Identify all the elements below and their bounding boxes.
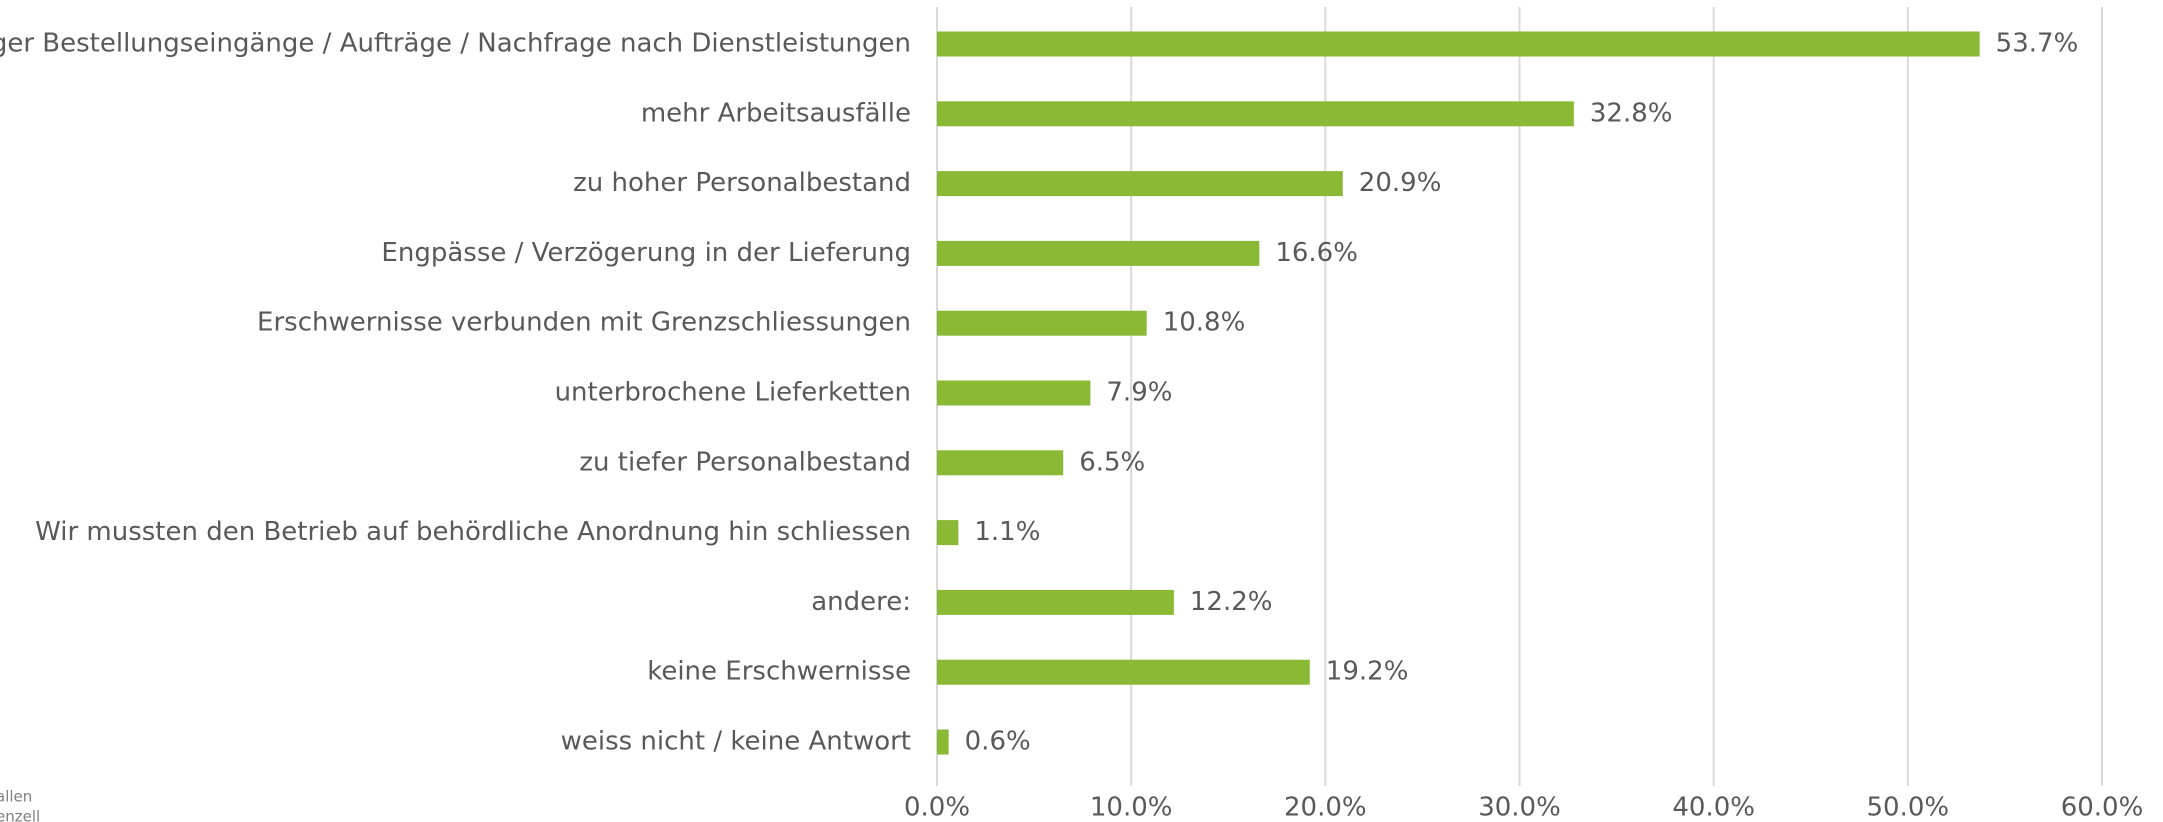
x-tick-label: 60.0% (2061, 793, 2144, 822)
category-label: mehr Arbeitsausfälle (641, 98, 911, 128)
value-label: 19.2% (1326, 657, 1409, 687)
x-tick-label: 10.0% (1090, 793, 1173, 822)
bar (937, 520, 959, 546)
bar (937, 240, 1260, 266)
x-tick-label: 40.0% (1672, 793, 1755, 822)
category-label: Erschwernisse verbunden mit Grenzschlies… (257, 308, 911, 338)
x-tick-label: 20.0% (1284, 793, 1367, 822)
category-label: zu tiefer Personalbestand (579, 447, 911, 477)
value-label: 10.8% (1163, 308, 1246, 338)
bar (937, 659, 1310, 685)
value-label: 32.8% (1590, 98, 1673, 128)
x-tick-label: 30.0% (1478, 793, 1561, 822)
bar (937, 310, 1147, 336)
value-label: 53.7% (1996, 29, 2079, 59)
bar (937, 450, 1064, 476)
bar (937, 171, 1343, 197)
x-tick-label: 0.0% (904, 793, 970, 822)
category-label: zu hoher Personalbestand (573, 168, 911, 198)
category-label: Wir mussten den Betrieb auf behördliche … (35, 517, 911, 547)
footnote: enzell (0, 808, 40, 822)
value-label: 7.9% (1106, 378, 1172, 408)
value-label: 12.2% (1190, 587, 1273, 617)
category-label: weniger Bestellungseingänge / Aufträge /… (0, 29, 911, 59)
value-label: 6.5% (1079, 447, 1145, 477)
value-label: 16.6% (1275, 238, 1358, 268)
category-label: weiss nicht / keine Antwort (561, 727, 911, 757)
value-label: 0.6% (965, 727, 1031, 757)
bar (937, 31, 1980, 57)
bar (937, 380, 1091, 406)
bar (937, 589, 1174, 615)
value-label: 20.9% (1359, 168, 1442, 198)
bar (937, 101, 1574, 127)
x-tick-label: 50.0% (1867, 793, 1950, 822)
category-label: Engpässe / Verzögerung in der Lieferung (381, 238, 911, 268)
footnote: allen (0, 788, 32, 806)
category-label: keine Erschwernisse (647, 657, 911, 687)
category-label: unterbrochene Lieferketten (555, 378, 911, 408)
bar (937, 729, 949, 755)
category-label: andere: (811, 587, 911, 617)
value-label: 1.1% (974, 517, 1040, 547)
